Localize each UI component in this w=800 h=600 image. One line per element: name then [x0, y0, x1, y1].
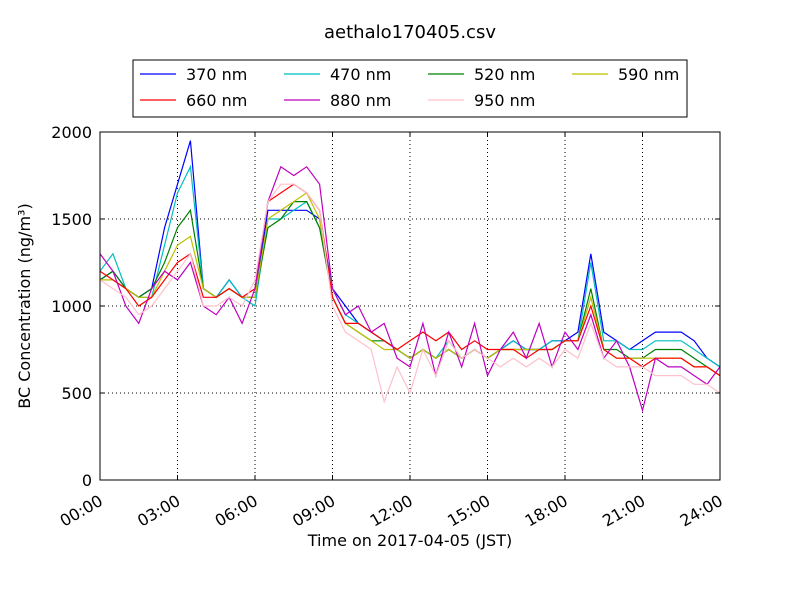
legend [132, 59, 688, 118]
y-tick-label: 1000 [51, 297, 92, 316]
y-tick-label: 500 [61, 384, 92, 403]
legend-label: 370 nm [186, 65, 247, 84]
legend-label: 590 nm [618, 65, 679, 84]
y-tick-label: 2000 [51, 123, 92, 142]
legend-entries: 370 nm 470 nm 520 nm 590 nm 660 nm 880 nm 950 … [140, 65, 679, 110]
series-line [99, 183, 721, 377]
y-tick-label: 0 [82, 471, 92, 490]
x-axis-label: Time on 2017-04-05 (JST) [307, 531, 512, 550]
y-tick-label: 1500 [51, 210, 92, 229]
chart-title: aethalo170405.csv [324, 22, 496, 43]
series-line [99, 183, 721, 404]
legend-label: 660 nm [186, 91, 247, 110]
legend-label: 880 nm [330, 91, 391, 110]
legend-label: 520 nm [474, 65, 535, 84]
y-axis-label: BC Concentration (ng/m³) [15, 203, 34, 408]
legend-label: 470 nm [330, 65, 391, 84]
legend-label: 950 nm [474, 91, 535, 110]
